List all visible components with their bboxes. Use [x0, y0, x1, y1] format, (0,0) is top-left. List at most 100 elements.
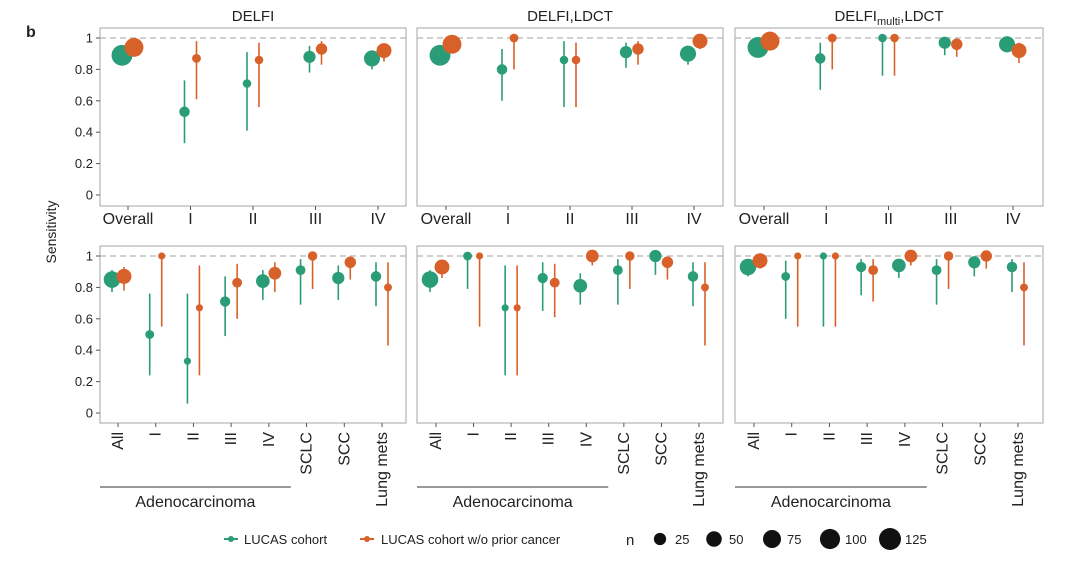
data-point [463, 251, 472, 261]
data-point [739, 258, 757, 276]
data-point [619, 45, 633, 59]
data-point [661, 256, 674, 268]
x-tick-label: II [821, 432, 838, 441]
series-lucas-cohort [421, 249, 699, 376]
legend-dot-series-1 [228, 536, 234, 542]
x-tick-label: SCC [653, 432, 670, 466]
series-lucas-cohort-wo-prior-cancer [442, 33, 708, 108]
data-point [232, 277, 243, 288]
data-point [219, 296, 231, 307]
data-point [145, 330, 155, 339]
x-tick-label: Overall [421, 211, 472, 228]
y-tick-label: 0.8 [75, 280, 93, 295]
x-tick-label: IV [686, 211, 701, 228]
panel-letter: b [26, 24, 36, 41]
legend: LUCAS cohort LUCAS cohort w/o prior canc… [224, 528, 927, 550]
x-tick-label: I [148, 432, 165, 436]
data-point [573, 278, 588, 293]
x-tick-label: I [824, 211, 828, 228]
y-tick-label: 0.6 [75, 311, 93, 326]
data-point [1020, 283, 1028, 292]
data-point [307, 251, 318, 261]
adenocarcinoma-label: Adenocarcinoma [453, 494, 573, 511]
x-tick-label: SCLC [935, 432, 952, 475]
series-lucas-cohort-wo-prior-cancer [116, 251, 392, 376]
data-point [1006, 261, 1018, 273]
panel-5: All I II III IV SCLC SCC Lung metsAdenocarcinom… [416, 245, 724, 511]
data-point [760, 31, 780, 51]
series-lucas-cohort-wo-prior-cancer [434, 249, 709, 376]
panel-frame [734, 27, 1044, 207]
x-tick-label: All [428, 432, 445, 450]
x-tick-label: II [503, 432, 520, 441]
data-point [434, 259, 450, 275]
x-tick-label: Lung mets [1010, 432, 1027, 507]
x-tick-label: I [506, 211, 510, 228]
data-point [332, 271, 345, 285]
data-point [509, 33, 519, 43]
data-point [254, 55, 264, 65]
x-tick-label: Lung mets [691, 432, 708, 507]
legend-size-title: n [626, 532, 634, 549]
panel-frame [734, 245, 1044, 424]
size-legend: 25 50 75 100 125 [653, 528, 927, 550]
size-legend-label: 100 [845, 532, 867, 547]
x-tick-label: III [541, 432, 558, 445]
data-point [938, 36, 951, 49]
data-point [242, 79, 252, 88]
data-point [781, 271, 791, 281]
data-point [476, 252, 484, 260]
data-point [513, 304, 521, 312]
x-tick-label: Lung mets [374, 432, 391, 507]
y-tick-label: 0.6 [75, 93, 93, 108]
data-point [752, 253, 768, 269]
y-tick-label: 0.4 [75, 125, 93, 140]
data-point [831, 252, 839, 260]
series-lucas-cohort-wo-prior-cancer [760, 31, 1027, 76]
data-point [268, 266, 282, 280]
adenocarcinoma-label: Adenocarcinoma [135, 494, 255, 511]
x-tick-label: II [884, 211, 893, 228]
panel-frame [416, 245, 724, 424]
size-legend-label: 75 [787, 532, 801, 547]
data-point [612, 265, 623, 276]
data-point [968, 256, 981, 269]
size-legend-label: 50 [729, 532, 743, 547]
x-tick-label: III [944, 211, 957, 228]
data-point [931, 265, 942, 276]
data-point [943, 251, 954, 261]
x-tick-label: III [309, 211, 322, 228]
strip-title: DELFI [232, 8, 275, 25]
x-tick-label: I [188, 211, 192, 228]
y-tick-label: 0.4 [75, 343, 93, 358]
y-tick-label: 0 [86, 406, 93, 421]
legend-dot-series-2 [364, 536, 370, 542]
data-point [904, 249, 918, 263]
data-point [256, 274, 270, 288]
data-point [980, 250, 993, 262]
x-tick-label: IV [261, 432, 278, 447]
series-lucas-cohort [747, 33, 1016, 90]
series-lucas-cohort-wo-prior-cancer [752, 249, 1028, 346]
x-tick-label: III [625, 211, 638, 228]
y-axis-label: Sensitivity [43, 200, 59, 263]
data-point [701, 283, 709, 292]
data-point [571, 55, 581, 65]
x-tick-label: I [466, 432, 483, 436]
x-tick-label: III [223, 432, 240, 445]
data-point [794, 252, 802, 260]
data-point [890, 33, 899, 43]
x-tick-label: I [784, 432, 801, 436]
data-point [998, 36, 1016, 53]
data-point [687, 271, 699, 282]
x-tick-label: Overall [103, 211, 154, 228]
data-point [827, 33, 837, 43]
data-point [625, 251, 635, 261]
data-point [442, 34, 462, 54]
data-point [632, 43, 644, 55]
